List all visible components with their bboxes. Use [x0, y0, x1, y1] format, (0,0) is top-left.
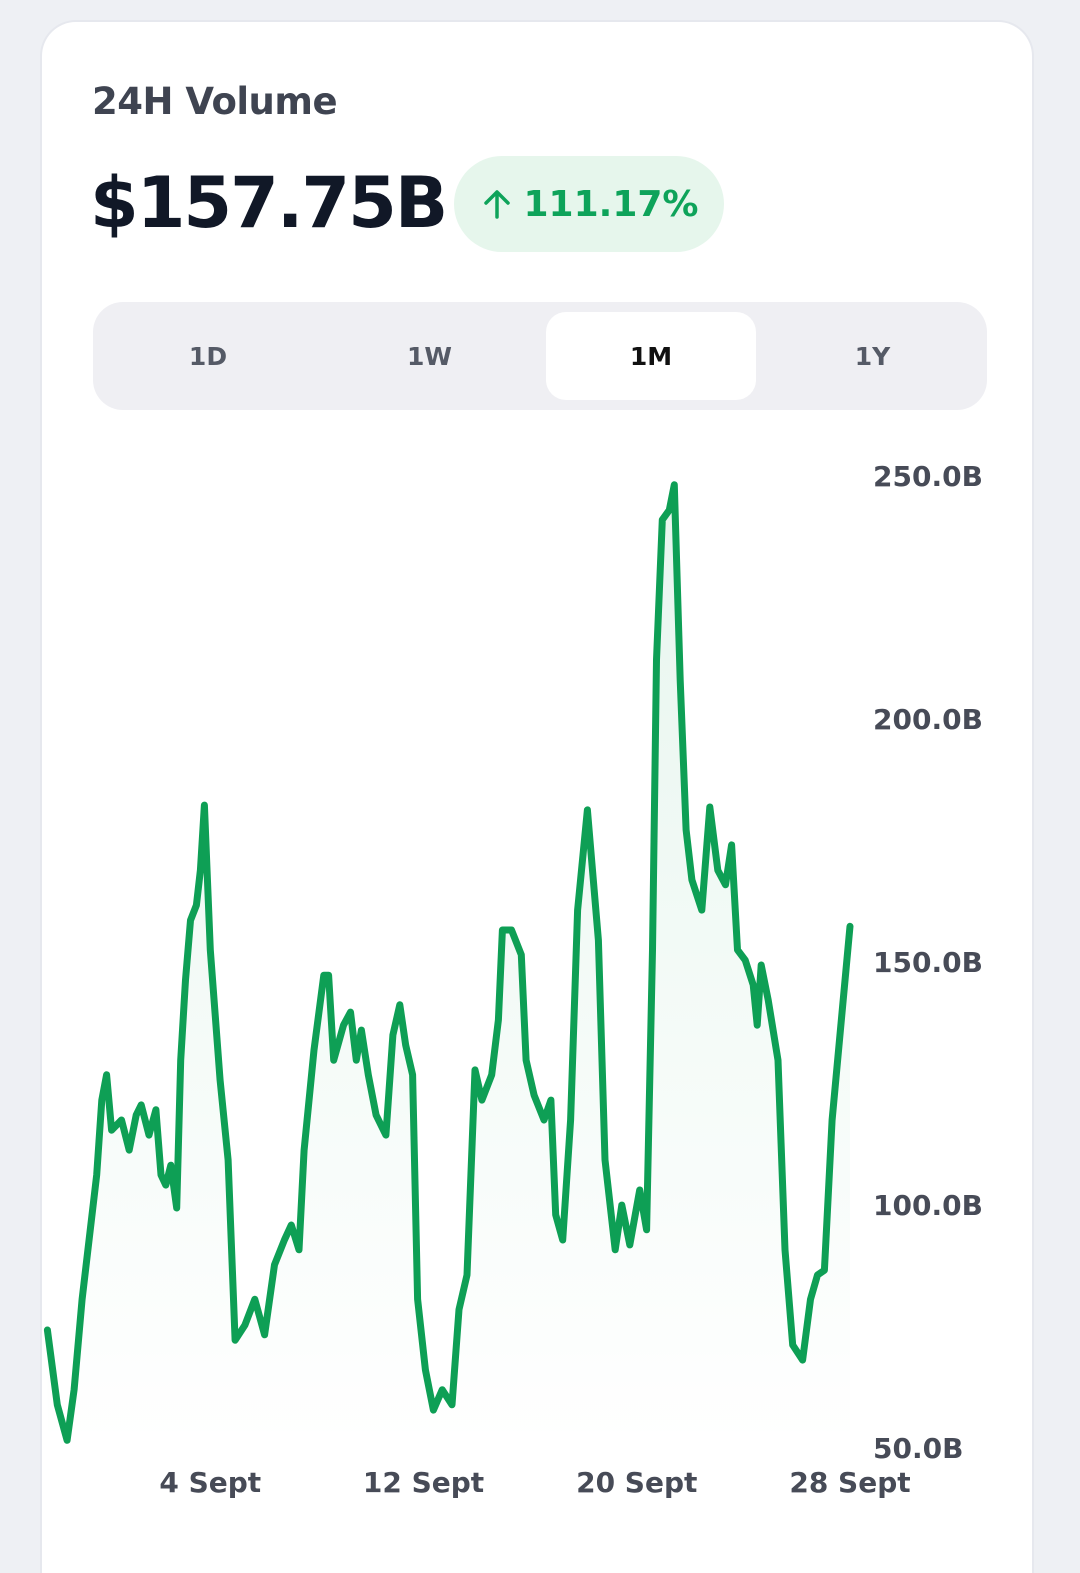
- area-fill: [47, 484, 851, 1450]
- y-tick-label: 250.0B: [873, 460, 983, 493]
- x-tick-label: 4 Sept: [159, 1466, 261, 1499]
- volume-value: $157.75B: [90, 162, 448, 244]
- card-title: 24H Volume: [92, 80, 338, 123]
- range-tab[interactable]: 1Y: [854, 341, 891, 371]
- x-tick-label: 20 Sept: [576, 1466, 697, 1499]
- x-tick-label: 12 Sept: [363, 1466, 484, 1499]
- y-tick-label: 200.0B: [873, 703, 983, 736]
- range-tab[interactable]: 1D: [188, 341, 228, 371]
- range-tabs: 1D 1W 1M 1Y: [93, 302, 987, 410]
- y-tick-label: 100.0B: [873, 1189, 983, 1222]
- x-tick-label: 28 Sept: [789, 1466, 910, 1499]
- y-tick-label: 50.0B: [873, 1432, 963, 1465]
- y-tick-label: 150.0B: [873, 946, 983, 979]
- change-value: 111.17%: [523, 183, 699, 225]
- range-tab[interactable]: 1W: [407, 341, 452, 371]
- volume-line: [43, 481, 854, 1444]
- range-tab[interactable]: 1M: [546, 312, 756, 400]
- up-arrow-icon: [483, 190, 510, 219]
- change-badge: 111.17%: [454, 156, 724, 252]
